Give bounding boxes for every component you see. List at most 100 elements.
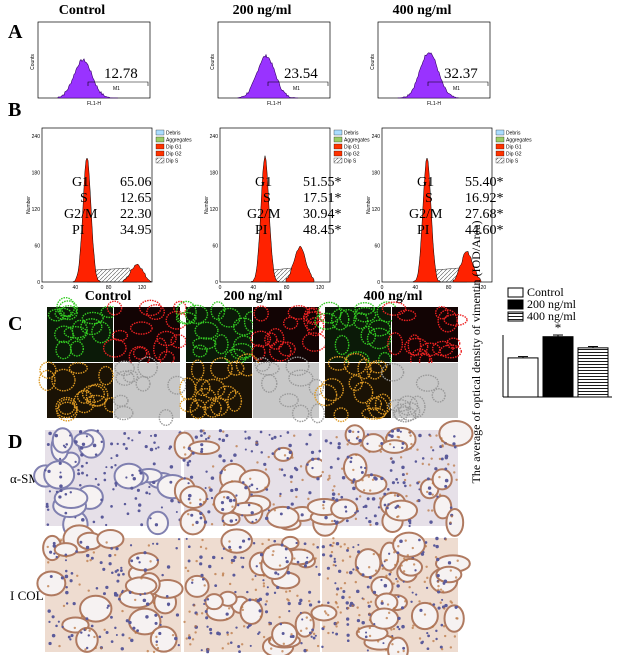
stain	[320, 603, 324, 607]
gland	[398, 557, 424, 577]
nucleus	[418, 488, 421, 491]
g2-peak	[452, 250, 482, 283]
nucleus	[102, 592, 106, 596]
gland	[53, 487, 89, 510]
gate	[267, 81, 329, 86]
nucleus	[165, 595, 169, 598]
y-tick-label: 120	[372, 207, 381, 213]
nucleus	[341, 595, 345, 600]
nucleus	[453, 445, 457, 449]
nucleus	[199, 429, 203, 433]
stain	[449, 646, 453, 649]
gland	[36, 570, 67, 597]
stain	[409, 434, 412, 437]
nucleus	[175, 546, 178, 550]
stain	[434, 555, 438, 559]
nucleus	[365, 516, 368, 520]
nucleus	[374, 521, 379, 526]
nucleus	[217, 632, 221, 636]
legend-swatch	[495, 129, 505, 136]
nucleus	[232, 499, 236, 502]
nucleus	[226, 631, 229, 634]
stain	[256, 461, 259, 464]
nucleus	[433, 544, 436, 547]
nucleus	[380, 442, 384, 446]
cell	[327, 356, 350, 371]
nucleus	[372, 590, 377, 595]
nucleus	[250, 493, 253, 496]
cell	[51, 368, 76, 392]
legend-label: Dip S	[166, 159, 179, 165]
cell	[214, 334, 229, 355]
nucleus	[208, 627, 213, 632]
stain	[416, 448, 419, 451]
nucleus	[335, 632, 339, 636]
stain	[262, 584, 266, 588]
nucleus	[130, 638, 134, 643]
nucleus	[310, 450, 315, 455]
nucleus	[182, 458, 186, 462]
stain	[251, 570, 254, 573]
histogram	[397, 52, 459, 99]
stain	[452, 464, 456, 467]
stain	[339, 611, 342, 614]
stain	[368, 618, 372, 622]
stain	[397, 650, 400, 654]
stain	[222, 430, 225, 433]
axis-label: Counts	[210, 54, 216, 70]
stain	[207, 648, 210, 651]
stain	[228, 548, 231, 551]
stain	[436, 580, 440, 583]
stain	[402, 570, 406, 573]
cell	[137, 356, 159, 379]
nucleus	[74, 460, 77, 464]
stain	[359, 572, 362, 576]
nucleus	[357, 543, 360, 546]
nucleus	[100, 440, 103, 444]
nucleus	[154, 523, 159, 527]
legend-label: Dip G1	[344, 145, 360, 151]
stain	[321, 470, 324, 474]
nucleus	[242, 556, 245, 560]
cell	[217, 385, 237, 401]
nucleus	[397, 595, 400, 598]
stain	[427, 463, 431, 466]
nucleus	[170, 498, 174, 503]
nucleus	[45, 504, 49, 508]
nucleus	[369, 473, 373, 477]
nucleus	[46, 443, 50, 446]
stain	[326, 613, 330, 617]
nucleus	[81, 518, 85, 522]
nucleus	[136, 629, 139, 633]
nucleus	[139, 471, 143, 475]
nucleus	[391, 460, 395, 464]
phase-name: S	[425, 191, 433, 206]
stain	[194, 625, 197, 628]
nucleus	[367, 604, 371, 608]
cell	[398, 401, 421, 421]
nucleus	[207, 510, 211, 514]
nucleus	[344, 505, 348, 509]
nucleus	[366, 497, 370, 501]
cell	[47, 308, 66, 322]
stain	[299, 465, 303, 468]
nucleus	[410, 600, 413, 603]
stain	[397, 545, 400, 548]
cell	[111, 329, 129, 342]
legend-swatch	[155, 136, 165, 143]
nucleus	[77, 468, 80, 472]
nucleus	[392, 446, 395, 449]
nucleus	[99, 561, 103, 565]
stain	[58, 644, 61, 648]
nucleus	[333, 519, 336, 523]
stain	[386, 603, 390, 606]
stain	[182, 446, 186, 449]
cell	[175, 311, 197, 325]
nucleus	[90, 624, 94, 628]
nucleus	[263, 462, 267, 466]
stain	[257, 504, 260, 507]
nucleus	[55, 624, 58, 628]
y-tick-label: 120	[32, 207, 41, 213]
cell	[210, 301, 226, 321]
x-tick-label: 80	[284, 285, 290, 291]
